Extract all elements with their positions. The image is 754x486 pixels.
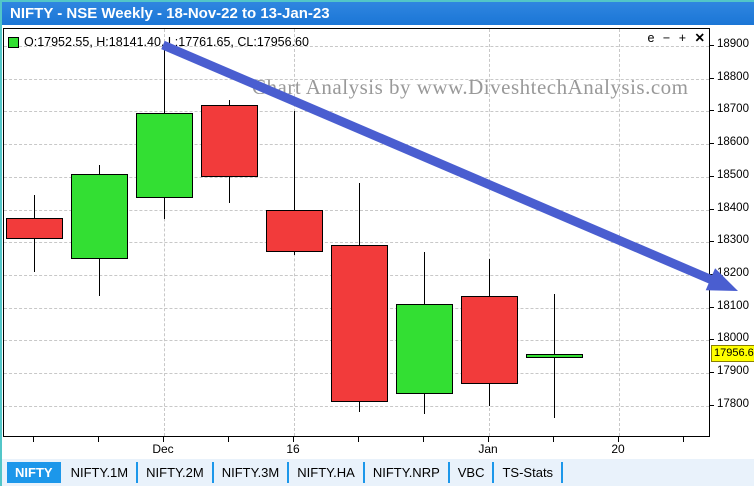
- candle-body: [136, 113, 193, 198]
- y-axis-label: 18000: [717, 332, 749, 344]
- y-axis-tick: [710, 176, 714, 177]
- h-gridline: [4, 111, 709, 112]
- y-axis-label: 18600: [717, 136, 749, 148]
- tab-nifty-ha[interactable]: NIFTY.HA: [289, 462, 365, 483]
- time-axis[interactable]: Dec 16 Jan 20: [3, 437, 754, 458]
- y-axis-label: 18400: [717, 202, 749, 214]
- x-axis-tick: [163, 437, 164, 442]
- chart-plot-area[interactable]: Chart Analysis by www.DiveshtechAnalysis…: [3, 28, 738, 437]
- tab-nifty-1m[interactable]: NIFTY.1M: [63, 462, 139, 483]
- x-axis-tick: [618, 437, 619, 442]
- y-axis-tick: [710, 372, 714, 373]
- y-axis-label: 18200: [717, 267, 749, 279]
- candle-body: [6, 218, 63, 239]
- x-axis-label: 16: [286, 442, 300, 456]
- ohlc-readout: O:17952.55, H:18141.40, L:17761.65, CL:1…: [24, 35, 309, 49]
- x-axis-tick: [683, 437, 684, 442]
- y-axis-tick: [710, 110, 714, 111]
- candle-body: [266, 210, 323, 252]
- y-axis-label: 18800: [717, 71, 749, 83]
- watermark-text: Chart Analysis by www.DiveshtechAnalysis…: [252, 75, 689, 99]
- y-axis-tick: [710, 143, 714, 144]
- window-title-bar[interactable]: NIFTY - NSE Weekly - 18-Nov-22 to 13-Jan…: [2, 2, 754, 25]
- y-axis-tick: [710, 307, 714, 308]
- candle-body: [331, 245, 388, 402]
- tab-nifty[interactable]: NIFTY: [7, 462, 61, 483]
- x-axis-label: 20: [611, 442, 625, 456]
- y-axis-tick: [710, 405, 714, 406]
- expand-control-icon[interactable]: e: [647, 31, 655, 45]
- x-axis-tick: [33, 437, 34, 442]
- y-axis-tick: [710, 78, 714, 79]
- x-axis-tick: [488, 437, 489, 442]
- y-axis-tick: [710, 241, 714, 242]
- y-axis-label: 18700: [717, 103, 749, 115]
- y-axis-tick: [710, 339, 714, 340]
- y-axis-label: 18500: [717, 169, 749, 181]
- candle-body: [201, 105, 258, 177]
- series-color-swatch: [8, 36, 19, 48]
- y-axis-label: 18100: [717, 300, 749, 312]
- x-axis-tick: [228, 437, 229, 442]
- y-axis-tick: [710, 45, 714, 46]
- h-gridline: [4, 144, 709, 145]
- candle-body: [526, 354, 583, 358]
- chart-controls: e − + ✕: [642, 30, 705, 45]
- ohlc-legend: O:17952.55, H:18141.40, L:17761.65, CL:1…: [8, 35, 309, 49]
- x-axis-tick: [553, 437, 554, 442]
- y-axis-label: 17800: [717, 398, 749, 410]
- y-axis-label: 17900: [717, 365, 749, 377]
- close-icon[interactable]: ✕: [694, 31, 705, 45]
- candle-body: [71, 174, 128, 259]
- tab-ts-stats[interactable]: TS-Stats: [494, 462, 564, 483]
- candle-body: [396, 304, 453, 394]
- tab-vbc[interactable]: VBC: [450, 462, 495, 483]
- y-axis-label: 18300: [717, 234, 749, 246]
- chart-tab-bar: NIFTY NIFTY.1M NIFTY.2M NIFTY.3M NIFTY.HA NIF…: [0, 459, 754, 486]
- x-axis-tick: [98, 437, 99, 442]
- h-gridline: [4, 406, 709, 407]
- y-axis-tick: [710, 274, 714, 275]
- y-axis-label: 18900: [717, 38, 749, 50]
- x-axis-label: Dec: [152, 442, 174, 456]
- window-border-top: [0, 0, 754, 2]
- candle-body: [461, 296, 518, 384]
- zoom-out-icon[interactable]: −: [662, 31, 671, 45]
- zoom-in-icon[interactable]: +: [678, 31, 687, 45]
- window-border-left: [0, 0, 2, 486]
- tab-nifty-3m[interactable]: NIFTY.3M: [214, 462, 290, 483]
- x-axis-tick: [293, 437, 294, 442]
- tab-nifty-2m[interactable]: NIFTY.2M: [138, 462, 214, 483]
- price-axis[interactable]: 17956.6 18900 18800 18700 18600 18500 18400 18…: [710, 28, 754, 437]
- x-axis-label: Jan: [478, 442, 498, 456]
- last-price-label: 17956.6: [711, 345, 754, 362]
- window-title: NIFTY - NSE Weekly - 18-Nov-22 to 13-Jan…: [10, 5, 330, 22]
- y-axis-tick: [710, 209, 714, 210]
- tab-nifty-nrp[interactable]: NIFTY.NRP: [365, 462, 450, 483]
- x-axis-tick: [423, 437, 424, 442]
- x-axis-tick: [358, 437, 359, 442]
